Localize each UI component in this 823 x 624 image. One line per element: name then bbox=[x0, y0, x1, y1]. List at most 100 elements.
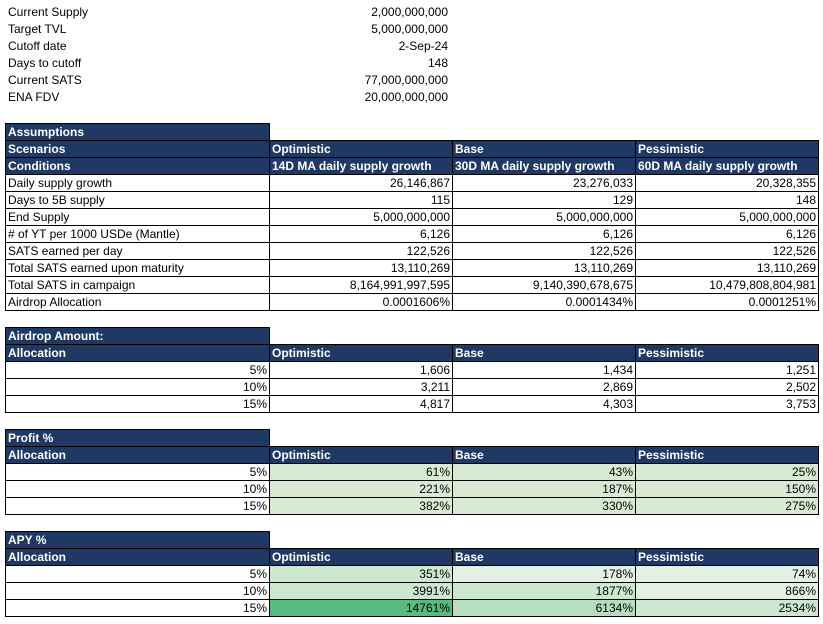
scenario-pessimistic[interactable]: Pessimistic bbox=[635, 140, 819, 158]
cell-value[interactable]: 25% bbox=[635, 463, 819, 481]
row-label[interactable]: SATS earned per day bbox=[5, 242, 270, 260]
allocation-cell[interactable]: 15% bbox=[5, 395, 270, 413]
allocation-cell[interactable]: 10% bbox=[5, 480, 270, 498]
cell-value[interactable]: 8,164,991,997,595 bbox=[269, 276, 453, 294]
cell-value[interactable]: 4,303 bbox=[452, 395, 636, 413]
scenario-base[interactable]: Base bbox=[452, 548, 636, 566]
cell-value[interactable]: 5,000,000,000 bbox=[635, 208, 819, 226]
cell-value[interactable]: 5,000,000,000 bbox=[269, 208, 453, 226]
profit-title[interactable]: Profit % bbox=[5, 429, 270, 447]
assumptions-title[interactable]: Assumptions bbox=[5, 123, 270, 141]
cell-value[interactable]: 13,110,269 bbox=[452, 259, 636, 277]
cell-value[interactable]: 3,753 bbox=[635, 395, 819, 413]
cell-value[interactable]: 866% bbox=[635, 582, 819, 600]
cell-value[interactable]: 122,526 bbox=[635, 242, 819, 260]
scenario-base[interactable]: Base bbox=[452, 140, 636, 158]
cell-value[interactable]: 6,126 bbox=[452, 225, 636, 243]
cell-value[interactable]: 6,126 bbox=[269, 225, 453, 243]
summary-value[interactable]: 77,000,000,000 bbox=[364, 73, 448, 87]
allocation-cell[interactable]: 10% bbox=[5, 582, 270, 600]
summary-label[interactable]: Current Supply bbox=[8, 5, 89, 19]
summary-label[interactable]: ENA FDV bbox=[8, 90, 60, 104]
summary-value[interactable]: 2,000,000,000 bbox=[371, 5, 448, 19]
apy-title[interactable]: APY % bbox=[5, 531, 270, 549]
row-label[interactable]: Total SATS in campaign bbox=[5, 276, 270, 294]
row-label[interactable]: End Supply bbox=[5, 208, 270, 226]
cell-value[interactable]: 1,434 bbox=[452, 361, 636, 379]
cell-value[interactable]: 14761% bbox=[269, 599, 453, 617]
cell-value[interactable]: 74% bbox=[635, 565, 819, 583]
scenario-optimistic[interactable]: Optimistic bbox=[269, 140, 453, 158]
allocation-label[interactable]: Allocation bbox=[5, 548, 270, 566]
cell-value[interactable]: 178% bbox=[452, 565, 636, 583]
scenario-base[interactable]: Base bbox=[452, 446, 636, 464]
scenario-optimistic[interactable]: Optimistic bbox=[269, 344, 453, 362]
condition-optimistic[interactable]: 14D MA daily supply growth bbox=[269, 157, 453, 175]
cell-value[interactable]: 2534% bbox=[635, 599, 819, 617]
cell-value[interactable]: 122,526 bbox=[452, 242, 636, 260]
cell-value[interactable]: 61% bbox=[269, 463, 453, 481]
summary-label[interactable]: Current SATS bbox=[8, 73, 82, 87]
summary-label[interactable]: Cutoff date bbox=[8, 39, 67, 53]
cell-value[interactable]: 9,140,390,678,675 bbox=[452, 276, 636, 294]
cell-value[interactable]: 0.0001434% bbox=[452, 293, 636, 311]
row-label[interactable]: Daily supply growth bbox=[5, 174, 270, 192]
scenario-pessimistic[interactable]: Pessimistic bbox=[635, 446, 819, 464]
cell-value[interactable]: 1,606 bbox=[269, 361, 453, 379]
summary-label[interactable]: Days to cutoff bbox=[8, 56, 82, 70]
scenario-optimistic[interactable]: Optimistic bbox=[269, 446, 453, 464]
row-label[interactable]: Airdrop Allocation bbox=[5, 293, 270, 311]
scenario-pessimistic[interactable]: Pessimistic bbox=[635, 344, 819, 362]
scenarios-label[interactable]: Scenarios bbox=[5, 140, 270, 158]
cell-value[interactable]: 6,126 bbox=[635, 225, 819, 243]
cell-value[interactable]: 351% bbox=[269, 565, 453, 583]
cell-value[interactable]: 6134% bbox=[452, 599, 636, 617]
allocation-cell[interactable]: 10% bbox=[5, 378, 270, 396]
cell-value[interactable]: 2,869 bbox=[452, 378, 636, 396]
scenario-pessimistic[interactable]: Pessimistic bbox=[635, 548, 819, 566]
scenario-base[interactable]: Base bbox=[452, 344, 636, 362]
airdrop-title[interactable]: Airdrop Amount: bbox=[5, 327, 270, 345]
cell-value[interactable]: 148 bbox=[635, 191, 819, 209]
allocation-cell[interactable]: 5% bbox=[5, 463, 270, 481]
cell-value[interactable]: 330% bbox=[452, 497, 636, 515]
cell-value[interactable]: 4,817 bbox=[269, 395, 453, 413]
cell-value[interactable]: 115 bbox=[269, 191, 453, 209]
cell-value[interactable]: 26,146,867 bbox=[269, 174, 453, 192]
cell-value[interactable]: 2,502 bbox=[635, 378, 819, 396]
summary-value[interactable]: 148 bbox=[427, 56, 448, 70]
cell-value[interactable]: 43% bbox=[452, 463, 636, 481]
condition-pessimistic[interactable]: 60D MA daily supply growth bbox=[635, 157, 819, 175]
cell-value[interactable]: 3,211 bbox=[269, 378, 453, 396]
allocation-label[interactable]: Allocation bbox=[5, 446, 270, 464]
row-label[interactable]: Days to 5B supply bbox=[5, 191, 270, 209]
summary-value[interactable]: 2-Sep-24 bbox=[398, 39, 448, 53]
allocation-cell[interactable]: 5% bbox=[5, 565, 270, 583]
cell-value[interactable]: 221% bbox=[269, 480, 453, 498]
cell-value[interactable]: 13,110,269 bbox=[635, 259, 819, 277]
summary-label[interactable]: Target TVL bbox=[8, 22, 67, 36]
cell-value[interactable]: 187% bbox=[452, 480, 636, 498]
cell-value[interactable]: 13,110,269 bbox=[269, 259, 453, 277]
cell-value[interactable]: 129 bbox=[452, 191, 636, 209]
row-label[interactable]: Total SATS earned upon maturity bbox=[5, 259, 270, 277]
allocation-cell[interactable]: 5% bbox=[5, 361, 270, 379]
cell-value[interactable]: 10,479,808,804,981 bbox=[635, 276, 819, 294]
row-label[interactable]: # of YT per 1000 USDe (Mantle) bbox=[5, 225, 270, 243]
scenario-optimistic[interactable]: Optimistic bbox=[269, 548, 453, 566]
summary-value[interactable]: 20,000,000,000 bbox=[364, 90, 448, 104]
cell-value[interactable]: 23,276,033 bbox=[452, 174, 636, 192]
cell-value[interactable]: 122,526 bbox=[269, 242, 453, 260]
cell-value[interactable]: 275% bbox=[635, 497, 819, 515]
cell-value[interactable]: 1,251 bbox=[635, 361, 819, 379]
allocation-cell[interactable]: 15% bbox=[5, 497, 270, 515]
cell-value[interactable]: 3991% bbox=[269, 582, 453, 600]
cell-value[interactable]: 150% bbox=[635, 480, 819, 498]
cell-value[interactable]: 5,000,000,000 bbox=[452, 208, 636, 226]
cell-value[interactable]: 20,328,355 bbox=[635, 174, 819, 192]
conditions-label[interactable]: Conditions bbox=[5, 157, 270, 175]
cell-value[interactable]: 382% bbox=[269, 497, 453, 515]
cell-value[interactable]: 0.0001251% bbox=[635, 293, 819, 311]
condition-base[interactable]: 30D MA daily supply growth bbox=[452, 157, 636, 175]
cell-value[interactable]: 1877% bbox=[452, 582, 636, 600]
